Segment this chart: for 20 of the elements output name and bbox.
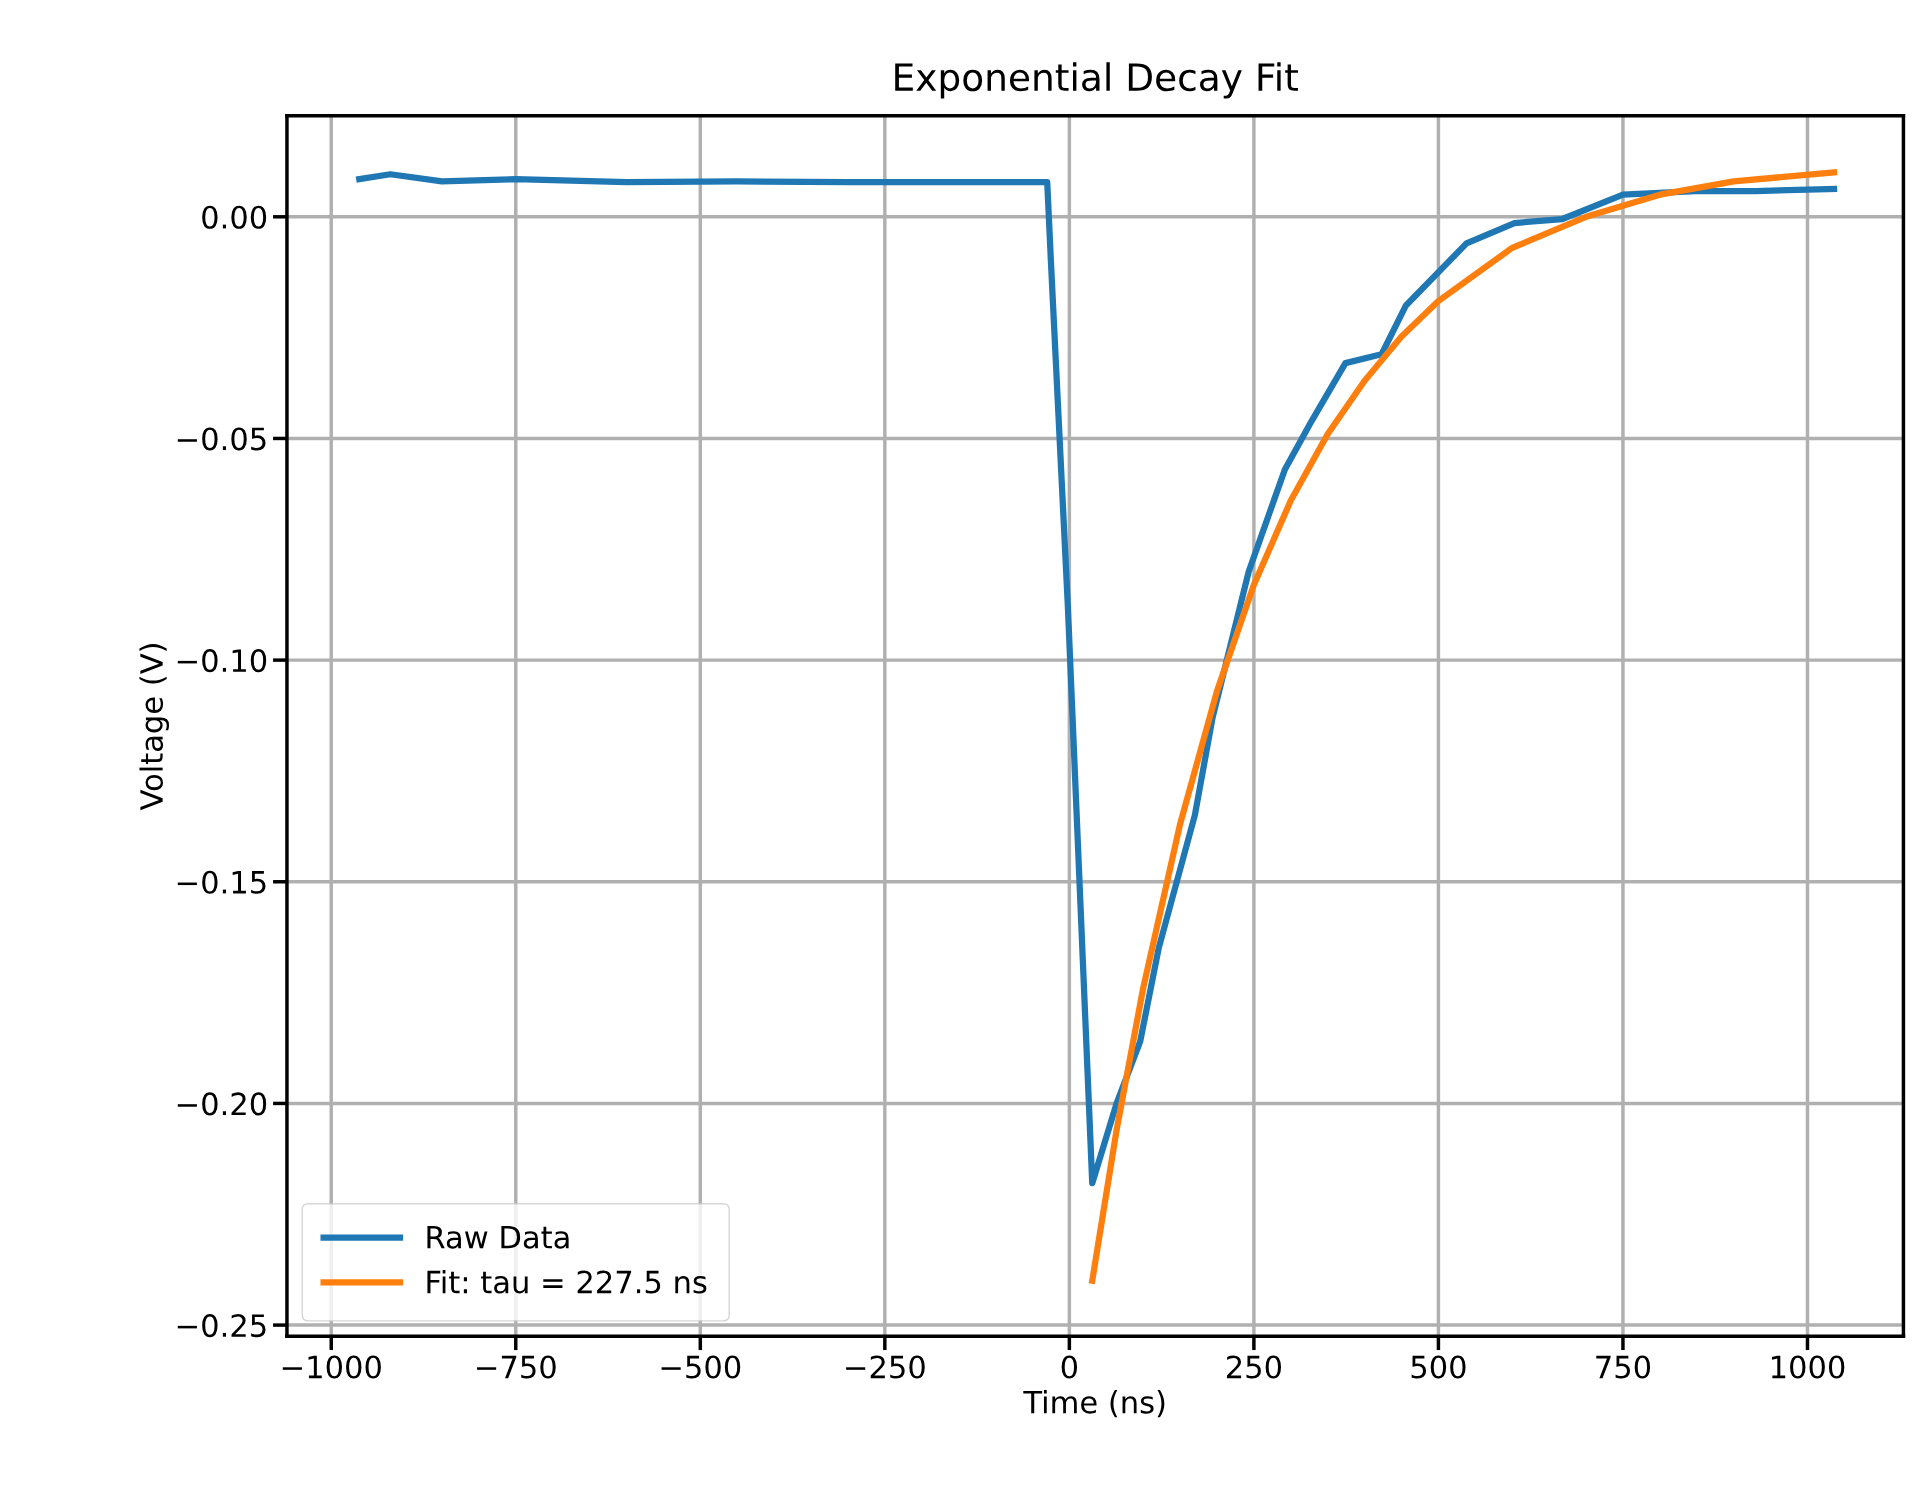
legend-label: Fit: tau = 227.5 ns [427,1269,707,1294]
y-tick-label: −0.20 [177,1092,267,1116]
x-tick-label: 750 [1596,1355,1651,1379]
x-tick-label: 0 [1061,1355,1078,1379]
x-tick-label: −750 [477,1355,556,1379]
y-tick-label: −0.05 [177,427,266,451]
x-tick-label: 250 [1226,1355,1282,1379]
x-tick-label: 500 [1411,1355,1466,1379]
x-tick-label: −500 [661,1355,741,1379]
x-tick-label: −250 [846,1355,925,1379]
y-tick-label: 0.00 [202,205,267,229]
x-tick-label: −1000 [282,1355,381,1379]
chart-title: Exponential Decay Fit [895,62,1298,99]
y-tick-label: −0.15 [177,870,266,894]
x-tick-label: 1000 [1771,1355,1845,1379]
x-axis-title: Time (ns) [1023,1390,1165,1418]
y-axis-title: Voltage (V) [139,644,170,811]
y-tick-label: −0.10 [177,649,267,673]
legend-label: Raw Data [427,1226,569,1249]
y-tick-label: −0.25 [177,1314,266,1338]
